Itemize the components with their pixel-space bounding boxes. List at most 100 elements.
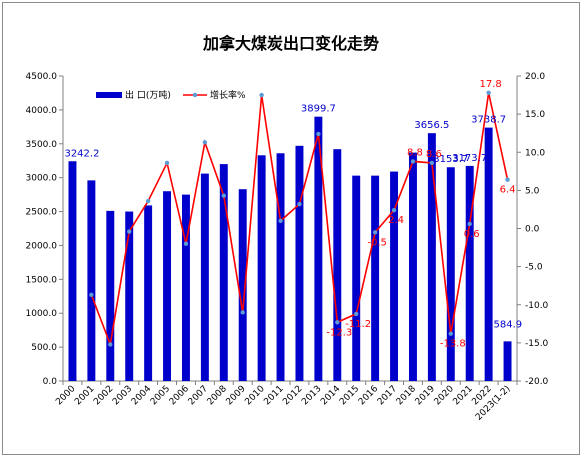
x-tick-label: 2015 bbox=[338, 384, 361, 407]
bar-2013 bbox=[314, 116, 323, 381]
y-right-tick-label: 5.0 bbox=[525, 186, 540, 196]
x-tick-label: 2017 bbox=[376, 384, 399, 407]
x-tick-label: 2002 bbox=[92, 384, 115, 407]
line-point-2006 bbox=[183, 241, 189, 246]
line-point-2012 bbox=[297, 201, 302, 207]
legend-line-marker bbox=[192, 92, 198, 98]
x-tick-label: 2010 bbox=[243, 384, 266, 407]
x-tick-label: 2003 bbox=[111, 384, 134, 407]
bar-2009 bbox=[238, 189, 247, 381]
bar-2014 bbox=[333, 149, 342, 381]
line-data-label: 0.6 bbox=[464, 229, 480, 240]
y-left-tick-label: 0.0 bbox=[43, 377, 58, 387]
line-point-2018 bbox=[410, 159, 416, 164]
bar-2022 bbox=[484, 127, 493, 382]
bar-2021 bbox=[465, 165, 474, 381]
line-point-2010 bbox=[259, 92, 264, 98]
y-right-tick-label: -10.0 bbox=[525, 301, 549, 311]
x-tick-label: 2006 bbox=[168, 384, 191, 407]
y-left-tick-label: 4000.0 bbox=[26, 106, 58, 116]
bar-data-label: 3173.7 bbox=[452, 153, 487, 164]
legend: 出 口(万吨) 增长率% bbox=[96, 89, 246, 101]
y-right-tick-label: 10.0 bbox=[525, 148, 545, 158]
line-point-2005 bbox=[164, 160, 170, 166]
line-data-label: 8.8 bbox=[407, 147, 423, 158]
y-right-tick-label: -15.0 bbox=[525, 339, 549, 349]
y-right-tick-label: 15.0 bbox=[525, 110, 545, 120]
line-point-2003 bbox=[127, 229, 132, 234]
y-left-tick-label: 3000.0 bbox=[26, 174, 58, 184]
line-point-2007 bbox=[202, 140, 208, 145]
chart-title: 加拿大煤炭出口变化走势 bbox=[202, 34, 379, 53]
line-point-2004 bbox=[145, 198, 151, 204]
x-tick-label: 2019 bbox=[414, 384, 437, 407]
line-data-label: 2.4 bbox=[388, 215, 404, 226]
line-point-2016 bbox=[372, 230, 378, 235]
line-point-2014 bbox=[335, 320, 340, 325]
y-left-tick-label: 500.0 bbox=[31, 343, 57, 353]
bar-2004 bbox=[144, 205, 153, 381]
x-tick-label: 2001 bbox=[73, 384, 96, 407]
bar-2019 bbox=[427, 133, 436, 381]
line-point-2013 bbox=[316, 131, 321, 137]
bar-data-label: 3738.7 bbox=[471, 115, 506, 126]
x-tick-label: 2000 bbox=[54, 384, 77, 407]
x-tick-label: 2005 bbox=[149, 384, 172, 407]
bar-data-label: 3899.7 bbox=[301, 104, 336, 115]
bar-2000 bbox=[68, 161, 77, 381]
x-tick-label: 2004 bbox=[130, 384, 153, 407]
line-point-2017 bbox=[391, 208, 397, 213]
y-right-tick-label: -5.0 bbox=[525, 263, 543, 273]
bar-2017 bbox=[390, 171, 399, 381]
x-tick-label: 2007 bbox=[187, 384, 210, 407]
bar-2018 bbox=[408, 152, 417, 381]
y-left-tick-label: 1500.0 bbox=[26, 275, 58, 285]
x-tick-label: 2011 bbox=[262, 384, 285, 407]
line-point-2021 bbox=[467, 221, 472, 227]
line-data-label: -11.2 bbox=[345, 319, 371, 330]
x-tick-label: 2020 bbox=[433, 384, 456, 407]
bar-2005 bbox=[163, 191, 172, 381]
line-point-2002 bbox=[108, 342, 113, 347]
bar-2012 bbox=[295, 145, 304, 381]
line-point-2020 bbox=[448, 331, 453, 336]
bar-2023(1-2) bbox=[503, 341, 512, 381]
bar-2015 bbox=[352, 175, 361, 381]
y-right-tick-label: 20.0 bbox=[525, 72, 545, 82]
bar-2016 bbox=[371, 175, 380, 381]
line-data-label: 17.8 bbox=[479, 79, 501, 90]
line-data-label: -13.8 bbox=[440, 339, 466, 350]
x-tick-label: 2021 bbox=[452, 384, 475, 407]
bar-data-label: 3242.2 bbox=[64, 148, 99, 159]
bar-2002 bbox=[106, 210, 115, 381]
line-point-2022 bbox=[486, 90, 491, 95]
line-data-label: -0.5 bbox=[367, 237, 387, 248]
y-left-tick-label: 2500.0 bbox=[26, 208, 58, 218]
x-tick-label: 2013 bbox=[300, 384, 323, 407]
bar-2001 bbox=[87, 180, 96, 381]
x-tick-label: 2014 bbox=[319, 384, 342, 407]
bar-data-label: 3656.5 bbox=[414, 120, 449, 131]
line-point-2008 bbox=[221, 193, 226, 198]
y-left-tick-label: 1000.0 bbox=[26, 309, 58, 319]
bar-2020 bbox=[446, 167, 455, 381]
line-data-label: 8.6 bbox=[426, 149, 442, 160]
y-left-tick-label: 4500.0 bbox=[26, 72, 58, 82]
line-point-2009 bbox=[240, 310, 245, 315]
bar-2010 bbox=[257, 155, 266, 381]
x-tick-label: 2009 bbox=[225, 384, 248, 407]
bar-2007 bbox=[200, 173, 209, 381]
y-left-tick-label: 3500.0 bbox=[26, 140, 58, 150]
line-point-2023(1-2) bbox=[505, 177, 510, 182]
line-layer bbox=[89, 90, 510, 348]
bar-2006 bbox=[181, 194, 190, 381]
y-right-tick-label: -20.0 bbox=[525, 377, 549, 387]
bar-data-label: 584.9 bbox=[494, 319, 523, 330]
bar-2008 bbox=[219, 164, 228, 381]
line-point-2015 bbox=[354, 311, 359, 317]
line-data-label: -12.3 bbox=[326, 327, 352, 338]
y-left-tick-label: 2000.0 bbox=[26, 241, 58, 251]
x-tick-label: 2018 bbox=[395, 384, 418, 407]
x-tick-label: 2012 bbox=[281, 384, 304, 407]
